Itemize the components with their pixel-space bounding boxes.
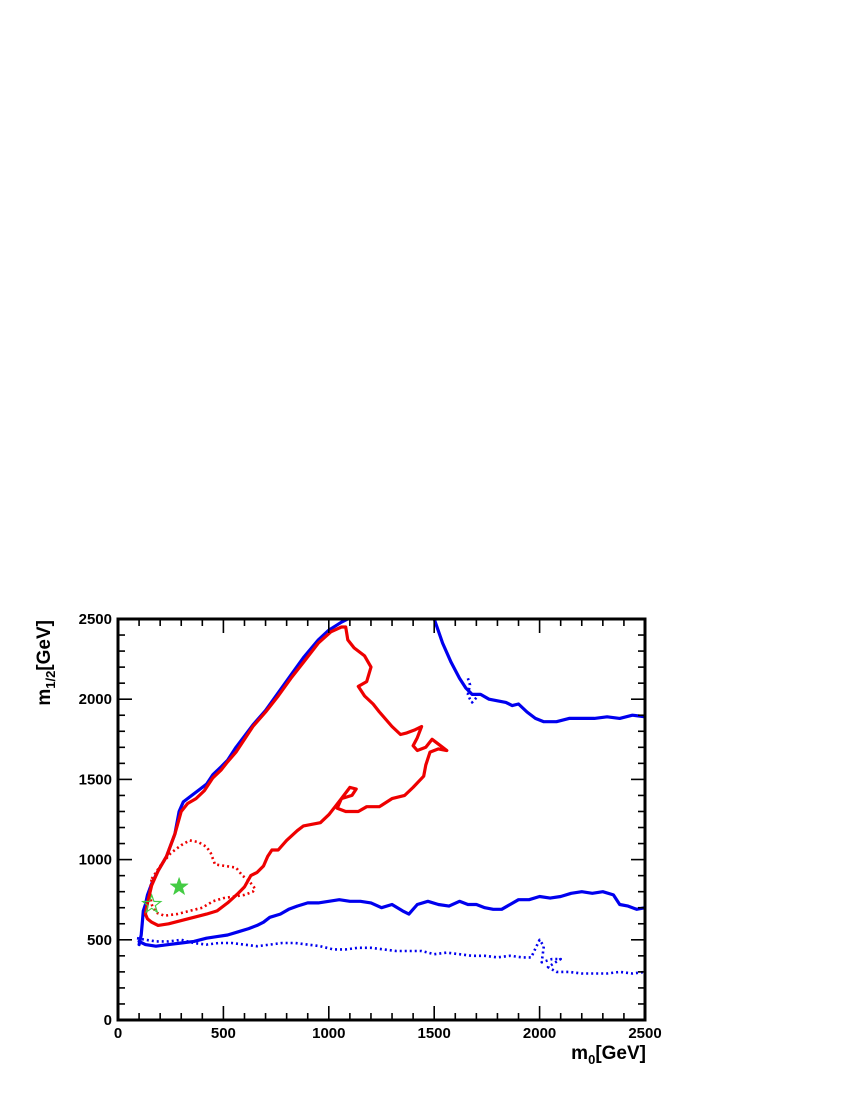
x-tick-label: 2000 bbox=[523, 1025, 556, 1042]
x-tick-label: 1500 bbox=[418, 1025, 451, 1042]
open-star-marker-2 bbox=[140, 893, 163, 914]
plot-frame bbox=[116, 617, 647, 1022]
y-tick-label: 0 bbox=[104, 1012, 112, 1029]
contour-series-5 bbox=[466, 677, 478, 704]
contour-series-6 bbox=[143, 625, 449, 927]
x-tick-label: 2500 bbox=[628, 1025, 661, 1042]
x-tick-label: 1000 bbox=[312, 1025, 345, 1042]
axes: 0 500 1000 1500 2000 2500 0 500 1000 1500 2000 2500 bbox=[79, 611, 662, 1042]
y-tick-label: 2000 bbox=[79, 691, 112, 708]
contour-series-1 bbox=[137, 619, 350, 947]
y-tick-label: 500 bbox=[87, 932, 112, 949]
contour-series-7 bbox=[148, 839, 257, 917]
contour-series-2 bbox=[137, 890, 645, 948]
contour-series-3 bbox=[432, 619, 645, 724]
contour-series-4 bbox=[136, 936, 645, 975]
filled-star-marker-1 bbox=[169, 876, 189, 896]
x-tick-label: 0 bbox=[114, 1025, 122, 1042]
x-tick-label: 500 bbox=[211, 1025, 236, 1042]
y-tick-label: 1000 bbox=[79, 852, 112, 869]
plot-area bbox=[136, 619, 645, 975]
y-axis-title: m1/2[GeV] bbox=[34, 620, 58, 706]
x-axis-title: m0[GeV] bbox=[571, 1043, 646, 1067]
y-tick-label: 1500 bbox=[79, 771, 112, 788]
y-tick-label: 2500 bbox=[79, 611, 112, 628]
